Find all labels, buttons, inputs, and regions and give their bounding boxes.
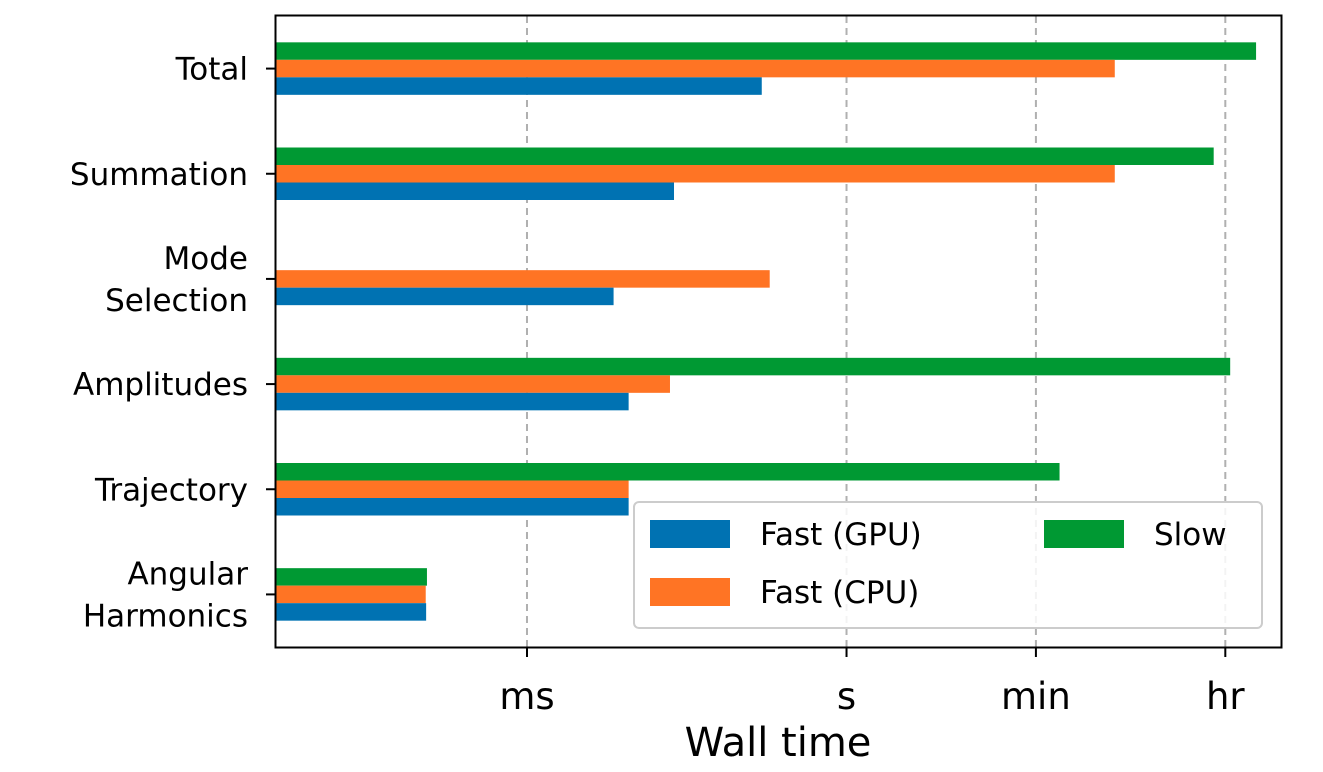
- bar-trajectory-1: [276, 480, 629, 498]
- y-category-label: Mode Selection: [105, 241, 248, 319]
- grid-lines: [525, 16, 1227, 647]
- bar-summation-0: [276, 182, 675, 200]
- y-category-label: Total: [175, 52, 248, 88]
- bar-total-0: [276, 77, 762, 95]
- x-axis-title: Wall time: [685, 720, 872, 766]
- legend-label-2: Slow: [1154, 517, 1227, 553]
- legend-swatch-0: [650, 520, 730, 548]
- legend-swatch-2: [1044, 520, 1124, 548]
- y-axis: Total Summation Mode Selection Amplitudes Tra…: [70, 52, 276, 634]
- y-category-label: Summation: [70, 157, 248, 193]
- legend: Fast (GPU) Fast (CPU) Slow: [633, 501, 1263, 629]
- bars: [276, 42, 1257, 621]
- x-tick-label-hr: hr: [1206, 675, 1245, 718]
- bar-total-2: [276, 42, 1257, 60]
- y-category-label: Trajectory: [94, 472, 248, 508]
- bar-angular-harmonics-2: [276, 568, 427, 586]
- bar-summation-2: [276, 147, 1214, 165]
- bar-trajectory-0: [276, 498, 629, 516]
- bar-amplitudes-0: [276, 392, 629, 411]
- bar-summation-1: [276, 165, 1115, 183]
- bar-mode-selection-0: [276, 287, 614, 306]
- bar-angular-harmonics-0: [276, 603, 427, 621]
- y-category-label: Amplitudes: [73, 367, 248, 403]
- bar-mode-selection-1: [276, 270, 770, 288]
- legend-swatch-1: [650, 578, 730, 606]
- legend-label-0: Fast (GPU): [760, 517, 922, 553]
- x-tick-label-min: min: [1001, 675, 1071, 718]
- bar-amplitudes-1: [276, 375, 670, 393]
- bar-angular-harmonics-1: [276, 585, 426, 604]
- y-category-label: Angular Harmonics: [83, 556, 248, 634]
- legend-label-1: Fast (CPU): [760, 575, 919, 611]
- x-tick-label-s: s: [837, 675, 856, 718]
- bar-amplitudes-2: [276, 357, 1231, 376]
- bar-total-1: [276, 59, 1115, 78]
- x-tick-label-ms: ms: [499, 675, 554, 718]
- x-axis: ms s min hr: [499, 647, 1245, 718]
- plot-frame: [274, 14, 1283, 649]
- bar-trajectory-2: [276, 463, 1060, 481]
